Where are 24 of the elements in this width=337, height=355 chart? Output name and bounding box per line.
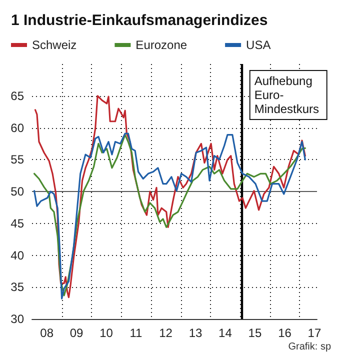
y-tick-label: 30 — [10, 312, 24, 326]
y-tick-label: 50 — [10, 184, 24, 198]
legend-label: Eurozone — [136, 38, 188, 52]
x-tick-label: 13 — [188, 326, 203, 340]
x-tick-label: 16 — [278, 326, 292, 340]
x-tick-label: 17 — [308, 326, 322, 340]
x-tick-label: 14 — [218, 326, 232, 340]
y-tick-label: 55 — [10, 152, 24, 167]
text: Grafik: sp — [288, 342, 332, 352]
ref-line-label: Aufhebung Euro-Mindestkurs — [254, 74, 320, 116]
y-tick-label: 35 — [10, 280, 24, 294]
y-tick-label: 65 — [10, 88, 24, 103]
y-tick-label: 45 — [10, 216, 24, 230]
x-tick-label: 10 — [100, 326, 114, 340]
x-tick-label: 15 — [248, 326, 262, 340]
x-tick-label: 11 — [130, 326, 143, 340]
y-tick-label: 60 — [10, 120, 24, 135]
legend-label: USA — [246, 38, 271, 52]
x-tick-label: 09 — [70, 326, 84, 340]
y-tick-label: 40 — [10, 248, 24, 262]
x-tick-label: 08 — [40, 326, 54, 340]
chart-title: 1 Industrie-Einkaufsmanagerindizes — [11, 12, 268, 29]
x-tick-label: 12 — [159, 326, 173, 340]
legend-label: Schweiz — [32, 38, 77, 52]
